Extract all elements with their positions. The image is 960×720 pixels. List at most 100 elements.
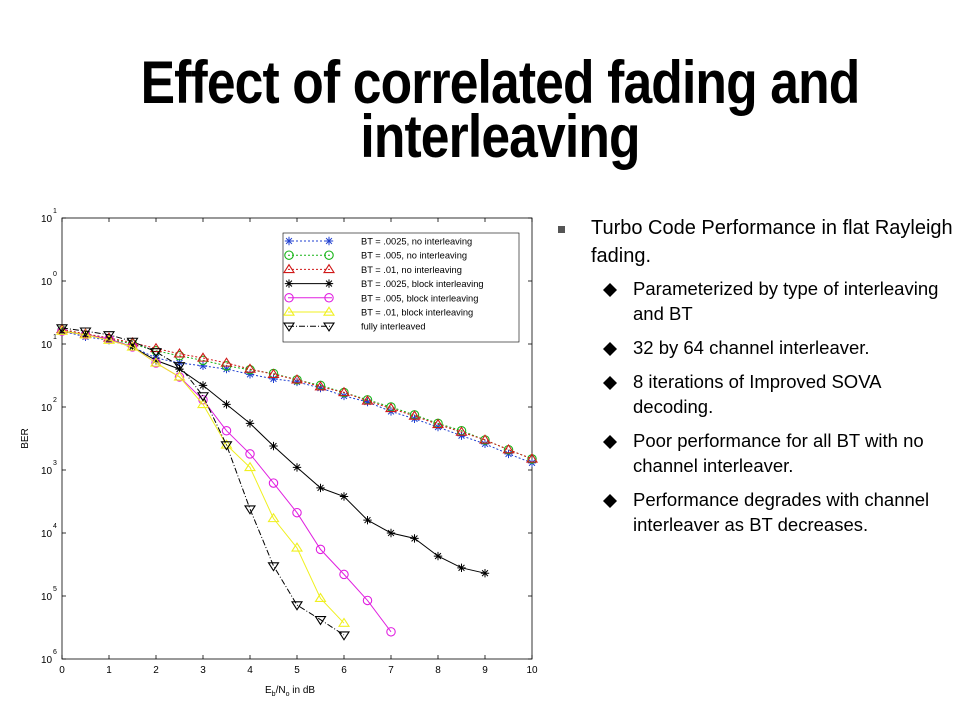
series-line (61, 330, 392, 633)
data-point (337, 631, 351, 641)
x-tick-label: 7 (388, 665, 394, 676)
data-point (315, 544, 326, 555)
sub-bullet: Performance degrades with channel interl… (553, 487, 953, 537)
data-point (339, 569, 349, 580)
series-line (61, 330, 345, 624)
legend-box (282, 232, 520, 343)
y-tick-label: 10 (41, 214, 53, 225)
legend-marker (284, 293, 294, 303)
y-tick-exponent: 1 (53, 334, 57, 341)
y-tick-exponent: 1 (53, 208, 57, 215)
data-point (269, 441, 278, 451)
series-line (61, 329, 533, 460)
legend-marker (282, 263, 296, 274)
data-point (198, 381, 208, 390)
main-bullet: Turbo Code Performance in flat Rayleigh … (553, 214, 953, 270)
data-point (220, 441, 233, 451)
y-tick-label: 10 (41, 403, 53, 414)
data-point (149, 342, 163, 353)
data-point (173, 348, 186, 358)
legend-marker (322, 263, 336, 274)
legend-marker (324, 293, 334, 303)
x-tick-label: 4 (247, 665, 253, 676)
legend-label: fully interleaved (361, 322, 426, 332)
y-tick-exponent: 5 (53, 586, 57, 593)
data-point (222, 364, 231, 374)
diamond-bullet-icon (603, 494, 617, 508)
series-line (61, 327, 345, 636)
sub-bullet-text: Parameterized by type of interleaving an… (633, 278, 939, 324)
legend-marker (284, 279, 294, 288)
data-point (267, 562, 280, 572)
legend-marker (284, 236, 294, 246)
data-point (55, 325, 69, 335)
data-point (431, 418, 445, 429)
data-point (363, 397, 372, 407)
x-axis-label: Eb/No in dB (265, 685, 315, 698)
x-tick-label: 2 (153, 665, 159, 676)
data-point (386, 528, 396, 538)
data-point (525, 453, 539, 463)
legend-label: BT = .005, no interleaving (361, 251, 467, 261)
data-point (55, 324, 69, 334)
ber-chart: 0 1 2 3 4 5 6 7 8 9 10101100101102103104105106BERE… (20, 208, 539, 698)
data-point (175, 364, 184, 374)
data-point (220, 357, 233, 367)
legend-label: BT = .01, no interleaving (361, 265, 462, 275)
data-point (455, 426, 468, 436)
data-point (149, 348, 163, 358)
data-point (267, 512, 280, 523)
legend-marker (324, 236, 334, 246)
slide-title: Effect of correlated fading and interlea… (70, 53, 930, 167)
data-point (386, 627, 396, 637)
bullet-list: Turbo Code Performance in flat Rayleigh … (553, 214, 953, 546)
data-point (410, 534, 419, 543)
legend-marker (324, 279, 334, 288)
data-point (196, 398, 210, 409)
y-tick-label: 10 (41, 529, 53, 540)
legend-label: BT = .0025, no interleaving (361, 237, 472, 247)
legend-marker (282, 306, 296, 316)
y-tick-exponent: 3 (53, 460, 57, 467)
legend-marker (322, 322, 336, 332)
data-point (480, 569, 490, 578)
data-point (243, 505, 257, 515)
sub-bullet-list: Parameterized by type of interleaving an… (553, 276, 953, 537)
y-tick-exponent: 6 (53, 649, 57, 656)
sub-bullet: Parameterized by type of interleaving an… (553, 276, 953, 326)
sub-bullet: 32 by 64 channel interleaver. (553, 335, 953, 360)
legend-marker (284, 250, 294, 260)
sub-bullet-text: Poor performance for all BT with no chan… (633, 430, 924, 476)
data-point (126, 337, 139, 348)
data-point (502, 443, 515, 454)
data-point (149, 357, 163, 367)
x-tick-label: 0 (59, 665, 65, 676)
x-tick-label: 1 (106, 665, 112, 676)
data-point (243, 363, 257, 373)
square-bullet-icon (558, 226, 565, 233)
legend-marker (324, 250, 334, 260)
data-point (196, 392, 210, 402)
x-tick-label: 8 (435, 665, 441, 676)
data-point (220, 439, 233, 449)
data-point (268, 478, 279, 488)
data-point (269, 374, 278, 384)
sub-bullet-text: 32 by 64 channel interleaver. (633, 337, 870, 358)
data-point (222, 400, 231, 409)
data-point (363, 515, 372, 525)
data-point (290, 374, 304, 384)
y-tick-label: 10 (41, 655, 53, 666)
diamond-bullet-icon (603, 435, 617, 449)
legend-marker (282, 322, 296, 332)
data-point (433, 551, 443, 561)
data-point (243, 461, 257, 472)
y-axis-label: BER (20, 428, 31, 449)
legend-label: BT = .005, block interleaving (361, 293, 478, 303)
data-point (292, 463, 302, 472)
data-point (292, 507, 302, 518)
legend-label: BT = .01, block interleaving (361, 308, 473, 318)
x-tick-label: 6 (341, 665, 347, 676)
y-tick-exponent: 2 (53, 397, 57, 404)
sub-bullet-text: Performance degrades with channel interl… (633, 489, 930, 535)
data-point (316, 383, 325, 393)
